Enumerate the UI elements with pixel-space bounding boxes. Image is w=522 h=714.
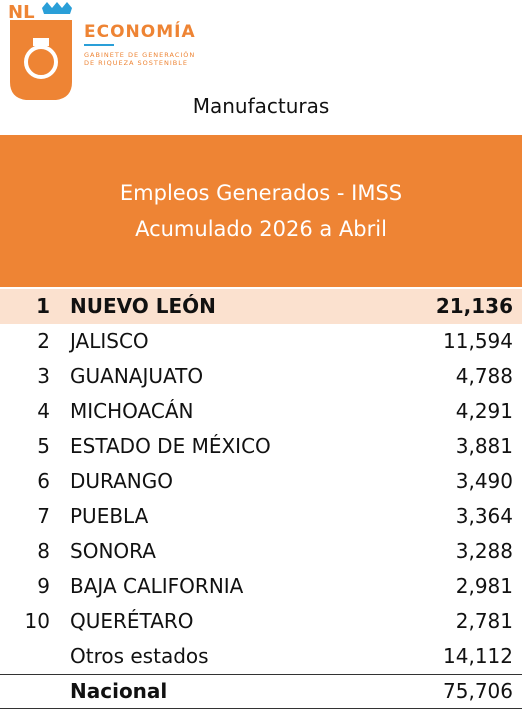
rule [0,674,522,675]
rank: 10 [24,609,50,633]
table-row: 3 GUANAJUATO 4,788 [0,359,522,394]
table-row: 5 ESTADO DE MÉXICO 3,881 [0,429,522,464]
rule [0,708,522,709]
value: 11,594 [443,329,513,353]
banner-line: Empleos Generados - IMSS [119,181,403,205]
value: 2,781 [455,609,513,633]
state-name: PUEBLA [70,504,149,528]
logo-subtitle-line: DE RIQUEZA SOSTENIBLE [84,59,188,67]
state-name: BAJA CALIFORNIA [70,574,244,598]
rank: 1 [36,294,50,318]
table-row: 4 MICHOACÁN 4,291 [0,394,522,429]
value: 3,364 [455,504,513,528]
banner-line: Acumulado 2026 a Abril [135,217,387,241]
rank: 9 [37,574,50,598]
state-name: SONORA [70,539,156,563]
rank: 3 [37,364,50,388]
banner: Empleos Generados - IMSS Acumulado 2026 … [0,135,522,287]
logo-mark: NL [8,2,35,23]
total-row: Nacional 75,706 [0,674,522,709]
state-name: MICHOACÁN [70,399,194,423]
table-row: 6 DURANGO 3,490 [0,464,522,499]
value: 3,490 [455,469,513,493]
logo-shield [10,2,72,100]
total-value: 75,706 [443,679,513,703]
state-name: ESTADO DE MÉXICO [70,434,271,458]
rank: 8 [37,539,50,563]
table-row: 9 BAJA CALIFORNIA 2,981 [0,569,522,604]
state-name: DURANGO [70,469,174,493]
value: 2,981 [455,574,513,598]
logo-subtitle: GABINETE DE GENERACIÓN DE RIQUEZA SOSTEN… [84,51,195,67]
rank: 2 [37,329,50,353]
value: 21,136 [435,294,513,318]
state-name: GUANAJUATO [70,364,204,388]
value: 4,788 [455,364,513,388]
rank: 4 [37,399,50,423]
table-row: 2 JALISCO 11,594 [0,324,522,359]
table-row: 1 NUEVO LEÓN 21,136 [0,289,522,324]
value: 3,288 [455,539,513,563]
total-name: Nacional [70,679,168,703]
table-row: 7 PUEBLA 3,364 [0,499,522,534]
table-row: 10 QUERÉTARO 2,781 [0,604,522,639]
table-row: Otros estados 14,112 [0,639,522,674]
table-row: 8 SONORA 3,288 [0,534,522,569]
rank: 5 [37,434,50,458]
logo-subtitle-line: GABINETE DE GENERACIÓN [84,51,196,59]
value: 14,112 [443,644,513,668]
state-name: QUERÉTARO [70,609,194,633]
rank: 7 [37,504,50,528]
state-name: JALISCO [70,329,149,353]
state-name: NUEVO LEÓN [70,294,216,318]
logo-title: ECONOMÍA [84,22,196,42]
state-name: Otros estados [70,644,209,668]
heading: Manufacturas [192,94,330,118]
rank: 6 [37,469,50,493]
value: 3,881 [455,434,513,458]
value: 4,291 [455,399,513,423]
logo-rule [84,44,114,46]
